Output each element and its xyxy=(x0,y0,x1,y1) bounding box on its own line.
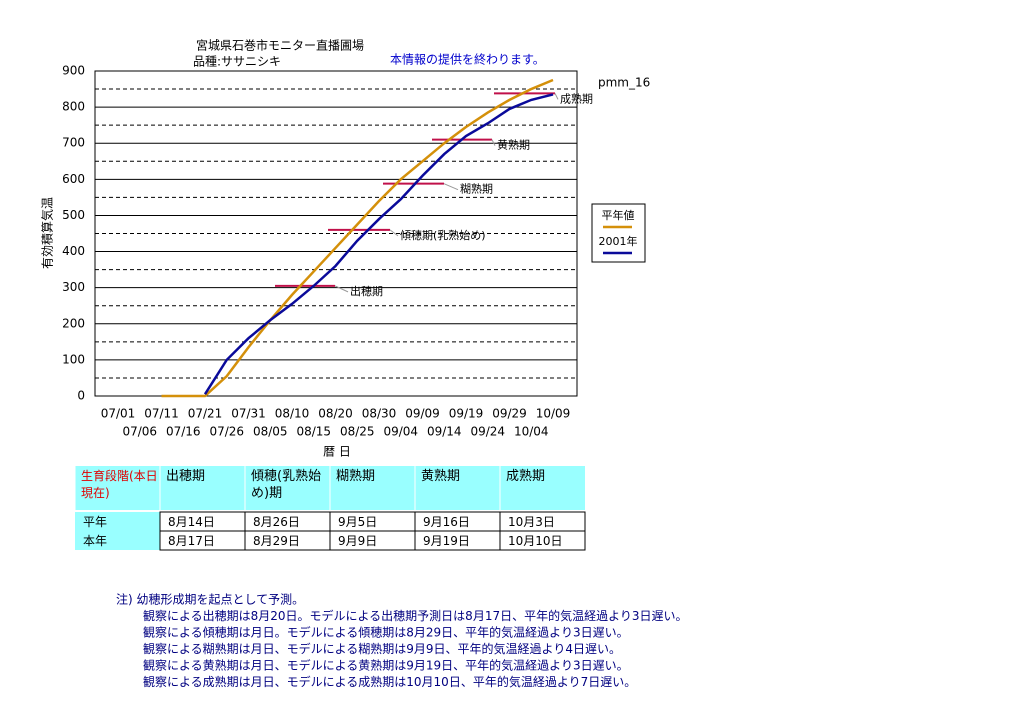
cell-text: 8月17日 xyxy=(168,534,215,548)
x-tick-label: 09/19 xyxy=(449,407,484,421)
x-tick-label: 09/14 xyxy=(427,425,462,439)
x-tick-label: 08/30 xyxy=(362,407,397,421)
header-text: 傾穂(乳熟始め)期 xyxy=(251,469,322,501)
cell-text: 本年 xyxy=(83,534,107,548)
legend-label: 2001年 xyxy=(599,234,638,248)
header-cell: 出穂期 xyxy=(166,469,206,484)
notice: 本情報の提供を終わります。 xyxy=(390,52,545,67)
x-tick-label: 10/04 xyxy=(514,425,549,439)
note-line: 観察による出穂期は8月20日。モデルによる出穂期予測日は8月17日、平年的気温経… xyxy=(143,608,688,623)
cell-text: 10月3日 xyxy=(508,515,555,529)
stage-leader xyxy=(443,183,459,191)
cell-text: 9月16日 xyxy=(423,515,470,529)
x-tick-label: 09/04 xyxy=(383,425,418,439)
y-tick-label: 100 xyxy=(62,352,85,366)
table-header-cell xyxy=(160,466,245,510)
header-text: 黄熟期 xyxy=(421,469,461,484)
table-cell xyxy=(75,512,160,531)
cell-text: 9月5日 xyxy=(338,515,377,529)
cell-text: 9月9日 xyxy=(338,534,377,548)
table-header-cell xyxy=(245,466,330,510)
header-text: 出穂期 xyxy=(166,469,206,484)
header-text: 生育段階(本日現在) xyxy=(81,469,158,500)
x-tick-label: 07/11 xyxy=(144,407,179,421)
header-cell: 成熟期 xyxy=(506,469,546,484)
stage-leader xyxy=(389,229,399,237)
stage-label: 出穂期 xyxy=(350,284,383,298)
x-tick-label: 07/21 xyxy=(188,407,223,421)
y-tick-label: 300 xyxy=(62,280,85,294)
stage-leader xyxy=(554,93,559,100)
x-tick-label: 07/06 xyxy=(122,425,157,439)
stage-label: 糊熟期 xyxy=(460,182,493,196)
x-tick-label: 07/26 xyxy=(209,425,244,439)
corner-label: pmm_16 xyxy=(598,76,650,90)
x-tick-label: 09/09 xyxy=(405,407,440,421)
series-line xyxy=(161,78,554,398)
x-tick-label: 07/16 xyxy=(166,425,201,439)
table-header-cell xyxy=(500,466,585,510)
x-tick-label: 08/25 xyxy=(340,425,375,439)
note-line: 観察による成熟期は月日、モデルによる成熟期は10月10日、平年的気温経過より7日… xyxy=(143,674,636,689)
header-cell: 傾穂(乳熟始め)期 xyxy=(251,469,322,501)
y-tick-label: 800 xyxy=(62,100,85,114)
series-line xyxy=(203,93,554,395)
x-tick-label: 09/24 xyxy=(470,425,505,439)
x-tick-label: 08/05 xyxy=(253,425,288,439)
table-header-cell xyxy=(415,466,500,510)
y-tick-label: 0 xyxy=(77,389,85,403)
note-line: 注) 幼穂形成期を起点として予測。 xyxy=(116,592,304,607)
header-cell: 生育段階(本日現在) xyxy=(81,469,158,500)
x-tick-label: 09/29 xyxy=(492,407,527,421)
table-header-cell xyxy=(330,466,415,510)
stage-leader xyxy=(334,285,349,293)
y-tick-label: 700 xyxy=(62,136,85,150)
x-tick-label: 08/20 xyxy=(318,407,353,421)
cell-text: 8月29日 xyxy=(253,534,300,548)
table-cell xyxy=(75,531,160,550)
cell-text: 9月19日 xyxy=(423,534,470,548)
x-axis-label: 暦 日 xyxy=(323,445,351,459)
table-cell xyxy=(499,530,586,551)
y-tick-label: 600 xyxy=(62,172,85,186)
cell-text: 10月10日 xyxy=(508,534,563,548)
x-tick-label: 07/01 xyxy=(101,407,136,421)
y-axis-label: 有効積算気温 xyxy=(40,197,55,269)
legend-label: 平年値 xyxy=(602,208,635,222)
table-header-cell xyxy=(75,466,160,510)
x-tick-label: 07/31 xyxy=(231,407,266,421)
header-cell: 糊熟期 xyxy=(336,469,376,484)
cell-text: 8月26日 xyxy=(253,515,300,529)
cell-text: 平年 xyxy=(83,515,107,529)
header-text: 糊熟期 xyxy=(336,469,376,484)
chart-subtitle: 品種:ササニシキ xyxy=(193,55,281,69)
chart-title: 宮城県石巻市モニター直播圃場 xyxy=(196,38,364,53)
y-tick-label: 500 xyxy=(62,208,85,222)
x-tick-label: 08/15 xyxy=(296,425,331,439)
cell-text: 8月14日 xyxy=(168,515,215,529)
x-tick-label: 10/09 xyxy=(536,407,571,421)
note-line: 観察による糊熟期は月日、モデルによる糊熟期は9月9日、平年的気温経過より4日遅い… xyxy=(143,641,621,656)
note-line: 観察による傾穂期は月日。モデルによる傾穂期は8月29日、平年的気温経過より3日遅… xyxy=(143,625,629,640)
x-tick-label: 08/10 xyxy=(275,407,310,421)
stage-label: 傾穂期(乳熟始め) xyxy=(400,228,486,242)
stage-leader xyxy=(491,139,496,146)
stage-label: 黄熟期 xyxy=(497,138,530,152)
y-tick-label: 900 xyxy=(62,64,85,78)
header-text: 成熟期 xyxy=(506,469,546,484)
y-tick-label: 200 xyxy=(62,316,85,330)
y-tick-label: 400 xyxy=(62,244,85,258)
note-line: 観察による黄熟期は月日、モデルによる黄熟期は9月19日、平年的気温経過より3日遅… xyxy=(143,658,629,673)
stage-label: 成熟期 xyxy=(560,91,593,105)
header-cell: 黄熟期 xyxy=(421,469,461,484)
